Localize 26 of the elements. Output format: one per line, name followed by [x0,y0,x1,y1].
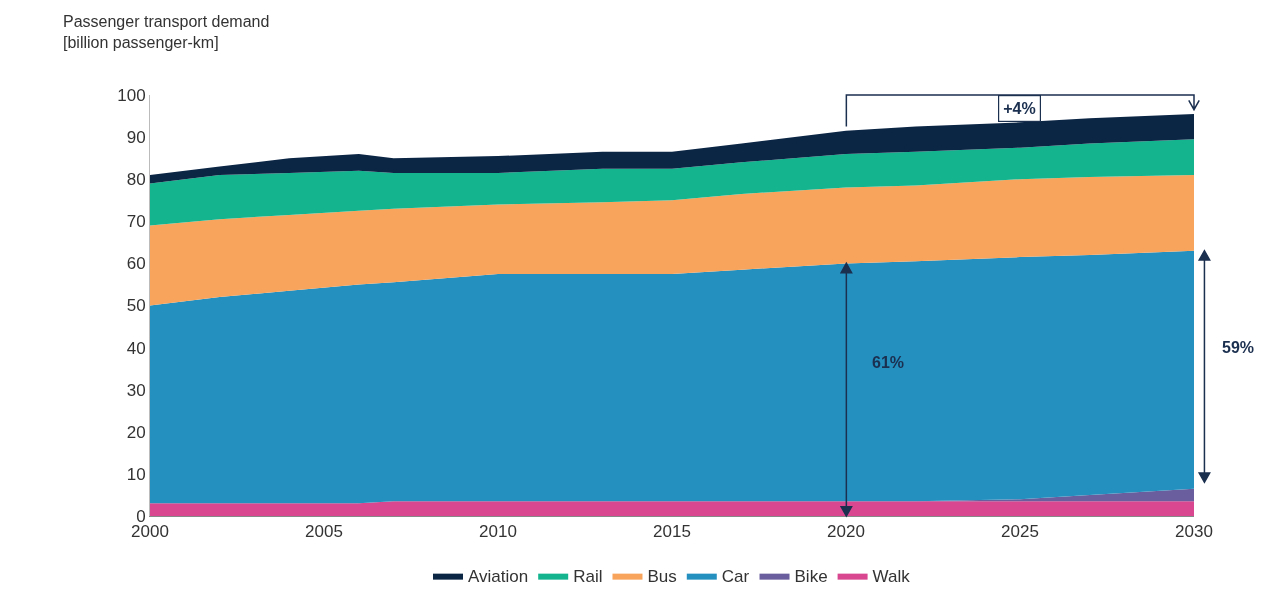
legend-label: Rail [573,567,603,587]
x-tick-label: 2025 [1001,522,1039,542]
y-tick-label: 10 [126,464,146,484]
legend-label: Bike [794,567,828,587]
legend-label: Bus [647,567,677,587]
legend-label: Car [721,567,750,587]
legend-label: Walk [872,567,911,587]
x-tick-label: 2015 [653,522,691,542]
x-tick-label: 2010 [479,522,517,542]
x-tick-label: 2020 [827,522,865,542]
y-tick-label: 20 [126,422,146,442]
legend-label: Aviation [468,567,529,587]
y-axis-title: Passenger transport demand [billion passenger-km] [63,13,270,51]
y-tick-label: 50 [126,296,146,316]
x-tick-label: 2005 [305,522,343,542]
y-tick-label: 90 [126,128,146,148]
text: 59% [1222,339,1255,356]
y-tick-label: 80 [126,170,146,190]
y-tick-label: 100 [117,85,146,105]
x-tick-label: 2030 [1175,522,1213,542]
annotation: 61% [872,354,905,371]
y-tick-label: 40 [126,338,146,358]
annotation: +4% [1003,100,1036,118]
y-tick-label: 60 [126,254,146,274]
y-tick-label: 30 [126,380,146,400]
y-tick-label: 70 [126,212,146,232]
